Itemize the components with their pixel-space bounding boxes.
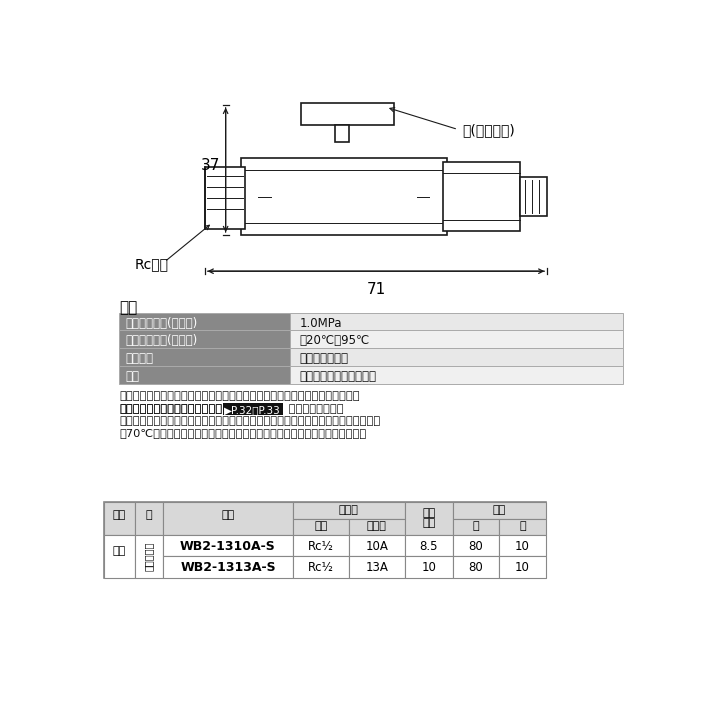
Bar — [453, 534, 499, 556]
Bar — [290, 366, 624, 384]
Bar — [499, 519, 546, 534]
Text: 仕様: 仕様 — [120, 300, 138, 315]
Bar — [120, 312, 290, 330]
Text: 管の使用温度別最高使用圧力: 管の使用温度別最高使用圧力 — [120, 404, 222, 413]
Text: ねじ: ねじ — [315, 521, 328, 531]
Bar — [405, 534, 453, 556]
Bar — [104, 503, 546, 577]
Bar — [293, 519, 349, 534]
Bar — [104, 534, 135, 577]
Bar — [204, 167, 245, 229]
Bar — [520, 177, 547, 216]
Bar — [453, 519, 499, 534]
Bar — [120, 366, 290, 384]
Bar — [120, 330, 290, 348]
Bar — [290, 348, 624, 366]
Bar — [335, 125, 349, 142]
Text: 1.0MPa: 1.0MPa — [300, 317, 342, 330]
Bar — [135, 503, 163, 534]
Text: 適用: 適用 — [113, 510, 126, 521]
Text: ・70℃を超える湯を常時通水または循環する配管には使用しないで下さい。: ・70℃を超える湯を常時通水または循環する配管には使用しないで下さい。 — [120, 428, 366, 438]
Bar — [499, 556, 546, 577]
Bar — [163, 556, 293, 577]
Text: ▶P.32・P.33: ▶P.32・P.33 — [225, 405, 282, 415]
Text: をご確認下さい。: をご確認下さい。 — [284, 404, 343, 413]
Text: 給水・給湯・暖房・融雪: 給水・給湯・暖房・融雪 — [300, 370, 377, 383]
Text: 10: 10 — [515, 562, 530, 575]
Text: 10A: 10A — [365, 540, 388, 553]
Text: 色(ハンドル): 色(ハンドル) — [462, 123, 515, 138]
Text: 品番: 品番 — [221, 510, 235, 521]
Text: 使用流体: 使用流体 — [126, 352, 153, 365]
Text: アイボリー: アイボリー — [144, 541, 154, 571]
Bar — [293, 503, 405, 519]
Text: －20℃～95℃: －20℃～95℃ — [300, 334, 369, 347]
Bar — [453, 503, 546, 519]
Bar — [349, 556, 405, 577]
Text: 使用温度範囲(バルブ): 使用温度範囲(バルブ) — [126, 334, 198, 347]
Text: 37: 37 — [200, 158, 220, 173]
Text: 用途: 用途 — [126, 370, 140, 383]
Bar — [120, 348, 290, 366]
Bar — [405, 556, 453, 577]
Bar — [443, 162, 520, 231]
Bar — [135, 534, 163, 577]
Text: ・上記は継手部の仕様のため、実使用においての流体圧力と流体温度は、樹脂: ・上記は継手部の仕様のため、実使用においての流体圧力と流体温度は、樹脂 — [120, 391, 360, 401]
Text: 管の使用温度別最高使用圧力: 管の使用温度別最高使用圧力 — [120, 404, 222, 413]
Text: 呼び径: 呼び径 — [339, 505, 359, 516]
Bar — [290, 330, 624, 348]
Text: WB2-1310A-S: WB2-1310A-S — [180, 540, 276, 553]
Bar — [222, 403, 283, 415]
Bar — [453, 556, 499, 577]
Bar — [301, 104, 394, 125]
Text: 色: 色 — [145, 510, 152, 521]
Text: WB2-1313A-S: WB2-1313A-S — [180, 562, 276, 575]
Text: 大: 大 — [472, 521, 480, 531]
Text: 共用: 共用 — [113, 546, 126, 557]
Text: 13A: 13A — [365, 562, 388, 575]
Text: Rc½: Rc½ — [308, 540, 334, 553]
Bar — [290, 312, 624, 330]
Bar — [241, 158, 446, 235]
Text: 冷温水・不凍液: 冷温水・不凍液 — [300, 352, 348, 365]
Bar — [293, 556, 349, 577]
Bar — [163, 503, 293, 534]
Text: 8.5: 8.5 — [420, 540, 438, 553]
Text: 最小: 最小 — [422, 508, 436, 518]
Bar — [104, 503, 135, 534]
Bar — [293, 534, 349, 556]
Text: 樹脂管: 樹脂管 — [366, 521, 387, 531]
Text: 10: 10 — [421, 562, 436, 575]
Text: 71: 71 — [366, 282, 386, 297]
Text: 内径: 内径 — [422, 518, 436, 528]
Bar — [349, 519, 405, 534]
Text: 80: 80 — [469, 540, 483, 553]
Text: Rc½: Rc½ — [308, 562, 334, 575]
Text: 80: 80 — [469, 562, 483, 575]
Text: 10: 10 — [515, 540, 530, 553]
Text: Rcねじ: Rcねじ — [135, 257, 169, 271]
Text: ・冷温水、不凍液以外には使用しないで下さい。灯油等の油類には使用できません。: ・冷温水、不凍液以外には使用しないで下さい。灯油等の油類には使用できません。 — [120, 416, 381, 426]
Bar — [163, 534, 293, 556]
Bar — [405, 503, 453, 534]
Text: 小: 小 — [519, 521, 526, 531]
Bar — [499, 534, 546, 556]
Bar — [349, 534, 405, 556]
Text: 入数: 入数 — [492, 505, 506, 516]
Text: 最高許容圧力(バルブ): 最高許容圧力(バルブ) — [126, 317, 198, 330]
